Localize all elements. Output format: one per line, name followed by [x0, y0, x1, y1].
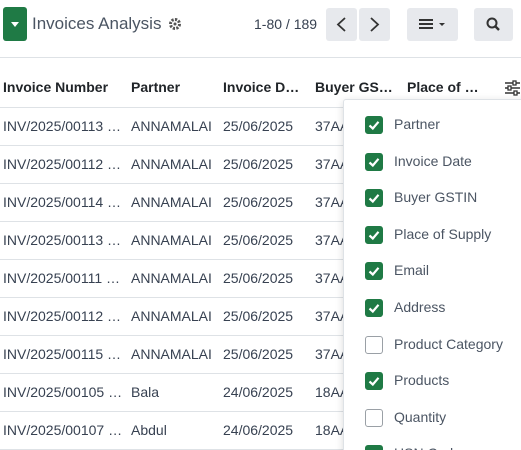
cell: INV/2025/00112 … [3, 308, 122, 324]
row-divider [0, 373, 521, 374]
row-divider [0, 335, 521, 336]
search-icon [486, 17, 500, 31]
checkbox[interactable] [365, 372, 383, 391]
cell: INV/2025/00113 … [3, 118, 122, 134]
column-header[interactable]: Partner [131, 79, 181, 95]
check-mark [368, 377, 380, 387]
row-divider [0, 183, 521, 184]
cell: 25/06/2025 [223, 194, 294, 210]
cell: 37AA [315, 308, 350, 324]
check-mark [368, 304, 380, 314]
cell: INV/2025/00113 … [3, 232, 122, 248]
checkbox[interactable] [365, 262, 383, 281]
option-label[interactable]: HSN Code [394, 445, 461, 450]
option-label[interactable]: Invoice Date [394, 152, 472, 169]
row-divider [0, 107, 521, 108]
checkbox[interactable] [365, 152, 383, 171]
checkbox[interactable] [365, 335, 383, 354]
option-label[interactable]: Partner [394, 116, 440, 132]
pager: 1-80 / 189 [254, 16, 318, 32]
column-menu: Partner Invoice Date Buyer GSTIN Place of S… [343, 99, 521, 450]
cell: 18AA [315, 384, 350, 400]
cell: 25/06/2025 [223, 156, 294, 172]
cell: 25/06/2025 [223, 346, 294, 362]
cell: Abdul [131, 422, 167, 438]
cell: 25/06/2025 [223, 118, 294, 134]
checkbox[interactable] [365, 225, 383, 244]
cell: ANNAMALAI [131, 232, 212, 248]
cell: INV/2025/00107 … [3, 422, 123, 438]
check-mark [368, 194, 380, 204]
next-button[interactable] [359, 8, 390, 41]
page-title: Invoices Analysis [32, 14, 162, 33]
row-divider [0, 221, 521, 222]
checkbox[interactable] [365, 189, 383, 208]
option-label[interactable]: Buyer GSTIN [394, 189, 478, 206]
cell: ANNAMALAI [131, 270, 212, 286]
row-divider [0, 411, 521, 412]
cell: 25/06/2025 [223, 308, 294, 324]
option-label[interactable]: Address [394, 299, 446, 315]
caret-icon [11, 22, 19, 27]
optional-columns-icon[interactable] [504, 80, 521, 96]
cell: 37AA [315, 346, 350, 362]
cell: 37AA [315, 156, 350, 172]
check-mark [368, 267, 380, 277]
view-switcher[interactable] [407, 8, 458, 41]
cell: INV/2025/00111 … [3, 270, 121, 286]
check-mark [368, 157, 380, 167]
cell: 24/06/2025 [223, 384, 294, 400]
list-icon [419, 19, 445, 29]
column-header[interactable]: Place of … [407, 79, 479, 95]
cell: 25/06/2025 [223, 270, 294, 286]
column-header[interactable]: Buyer GS… [315, 79, 393, 95]
gear-icon[interactable] [168, 17, 182, 31]
option-label[interactable]: Email [394, 262, 430, 279]
row-divider [0, 259, 521, 260]
cell: ANNAMALAI [131, 346, 212, 362]
cell: Bala [131, 384, 160, 400]
cell: INV/2025/00112 … [3, 156, 122, 172]
cell: 24/06/2025 [223, 422, 294, 438]
prev-button[interactable] [326, 8, 357, 41]
check-mark [368, 230, 380, 240]
column-header[interactable]: Invoice D… [223, 79, 300, 95]
cell: INV/2025/00114 … [3, 194, 122, 210]
cell: INV/2025/00115 … [3, 346, 122, 362]
column-header[interactable]: Invoice Number [3, 79, 109, 95]
row-divider [0, 145, 521, 146]
check-mark [368, 121, 380, 131]
prev-icon [336, 17, 346, 32]
cell: 25/06/2025 [223, 232, 294, 248]
row-divider [0, 297, 521, 298]
cell: 37AA [315, 194, 350, 210]
cell: ANNAMALAI [131, 308, 212, 324]
cell: 37AA [315, 270, 350, 286]
cell: ANNAMALAI [131, 194, 212, 210]
checkbox[interactable] [365, 445, 383, 450]
checkbox[interactable] [365, 299, 383, 317]
option-label[interactable]: Place of Supply [394, 225, 492, 242]
cell: ANNAMALAI [131, 156, 212, 172]
cell: 18AA [315, 422, 350, 438]
option-label[interactable]: Products [394, 372, 450, 389]
header-divider [0, 57, 521, 58]
next-icon [370, 17, 380, 32]
option-label[interactable]: Product Category [394, 335, 503, 352]
option-label[interactable]: Quantity [394, 408, 447, 425]
cell: INV/2025/00105 … [3, 384, 123, 400]
cell: 37AA [315, 232, 350, 248]
checkbox[interactable] [365, 116, 383, 134]
new-button[interactable] [3, 7, 27, 41]
checkbox[interactable] [365, 408, 383, 427]
check-mark [366, 446, 382, 450]
search-button[interactable] [474, 8, 513, 41]
cell: 37AA [315, 118, 350, 134]
cell: ANNAMALAI [131, 118, 212, 134]
